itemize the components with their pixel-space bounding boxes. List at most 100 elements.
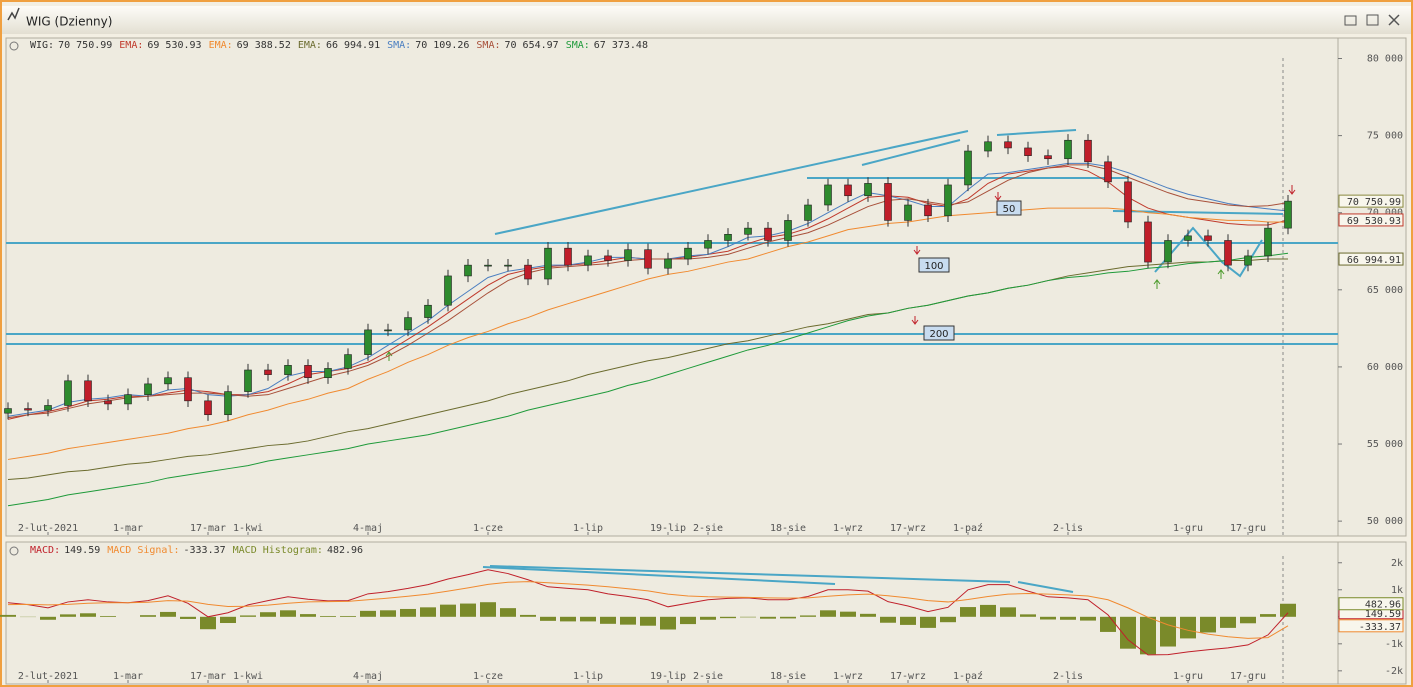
histogram-bar [40, 616, 56, 620]
window-buttons[interactable] [1344, 14, 1400, 26]
candle-body [444, 275, 452, 306]
x-tick-label: 1-lip [573, 671, 603, 682]
histogram-bar [520, 614, 536, 617]
legend-item: MACD Histogram: 482.96 [233, 545, 363, 556]
histogram-bar [1060, 616, 1076, 620]
histogram-bar [780, 616, 796, 619]
y-tick-label: 65 000 [1367, 285, 1403, 296]
histogram-bar [460, 603, 476, 617]
trend-line [996, 129, 1077, 136]
x-tick-label: 1-mar [113, 671, 143, 682]
candle-body [1084, 139, 1092, 163]
histogram-bar [820, 610, 836, 617]
candle-body [504, 264, 512, 267]
histogram-bar [420, 607, 436, 617]
x-tick-label: 17-mar [190, 523, 226, 534]
candle-body [884, 183, 892, 221]
histogram-bar [100, 615, 116, 617]
histogram-bar [720, 616, 736, 619]
histogram-bar [160, 611, 176, 617]
histogram-bar [840, 611, 856, 617]
candle-body [744, 227, 752, 235]
axis-tag-label: 70 750.99 [1347, 197, 1401, 208]
x-tick-label: 1-mar [113, 523, 143, 534]
histogram-bar [80, 613, 96, 617]
axis-tag-label: 69 530.93 [1347, 216, 1401, 227]
axis-tag [1338, 619, 1404, 633]
candle-body [844, 184, 852, 197]
legend-value: 482.96 [326, 545, 364, 556]
trend-line [494, 130, 969, 235]
x-tick-label: 4-maj [353, 523, 383, 534]
legend-value: -333.37 [183, 545, 226, 556]
histogram-bar [1260, 614, 1276, 617]
candle-body [1284, 200, 1292, 229]
x-tick-label: 1-lip [573, 523, 603, 534]
legend-name: SMA: [476, 40, 501, 51]
candle-body [284, 365, 292, 375]
legend-item: EMA: 69 530.93 [119, 40, 201, 51]
y-tick-label: 2k [1391, 558, 1403, 569]
restore-button[interactable] [1366, 14, 1379, 26]
histogram-bar [1120, 616, 1136, 649]
histogram-bar [340, 615, 356, 617]
histogram-bar [1020, 614, 1036, 617]
trend-line [482, 566, 836, 585]
candle-body [404, 317, 412, 331]
annotation: 200 [929, 329, 948, 340]
histogram-bar [900, 616, 916, 625]
axis-tag-label: -333.37 [1359, 622, 1401, 633]
minimize-button[interactable] [1344, 15, 1357, 26]
histogram-bar [480, 602, 496, 617]
legend: MACD: 149.59 MACD Signal: -333.37 MACD Histo… [30, 545, 363, 556]
histogram-bar [180, 616, 196, 619]
histogram-bar [760, 616, 776, 619]
x-tick-label: 1-wrz [833, 671, 863, 682]
legend-name: SMA: [565, 40, 590, 51]
candle-body [24, 408, 32, 411]
candle-body [364, 329, 372, 355]
legend-item: MACD Signal: -333.37 [107, 545, 225, 556]
x-tick-label: 17-gru [1230, 671, 1266, 682]
legend-item: MACD: 149.59 [30, 545, 100, 556]
legend-value: 69 388.52 [236, 40, 291, 51]
candle-body [524, 264, 532, 280]
histogram-bar [960, 607, 976, 617]
title-bar [2, 6, 1411, 34]
indicator-line [7, 581, 1289, 639]
y-tick-label: 55 000 [1367, 439, 1403, 450]
histogram-bar [580, 616, 596, 622]
legend-icon[interactable] [9, 41, 19, 51]
legend-icon[interactable] [9, 546, 19, 556]
trend-line [861, 139, 961, 166]
x-tick-label: 2-sie [693, 523, 723, 534]
axis-tag [1338, 194, 1404, 208]
candle-body [964, 150, 972, 186]
x-tick-label: 19-lip [650, 523, 686, 534]
x-tick-label: 1-paź [953, 670, 983, 682]
candle-body [1184, 235, 1192, 241]
histogram-bar [1240, 616, 1256, 624]
x-tick-label: 1-cze [473, 671, 503, 682]
candle-body [264, 369, 272, 375]
annotation-box [918, 257, 950, 273]
x-tick-label: 1-gru [1173, 523, 1203, 534]
legend-item: SMA: 70 654.97 [476, 40, 558, 51]
candle-body [224, 391, 232, 416]
histogram-bar [360, 610, 376, 617]
y-tick-label: 1k [1391, 585, 1403, 596]
histogram-bar [860, 613, 876, 617]
candle-body [684, 247, 692, 260]
histogram-bar [740, 616, 756, 618]
price-panel [5, 37, 1407, 537]
x-tick-label: 17-mar [190, 671, 226, 682]
histogram-bar [1140, 616, 1156, 655]
candle-body [1024, 147, 1032, 156]
candle-body [304, 365, 312, 379]
legend-name: EMA: [297, 40, 322, 51]
buy-arrow [1217, 269, 1225, 279]
candle-body [1244, 255, 1252, 266]
candle-body [464, 264, 472, 277]
close-button[interactable] [1388, 14, 1400, 26]
histogram-bar [620, 616, 636, 625]
